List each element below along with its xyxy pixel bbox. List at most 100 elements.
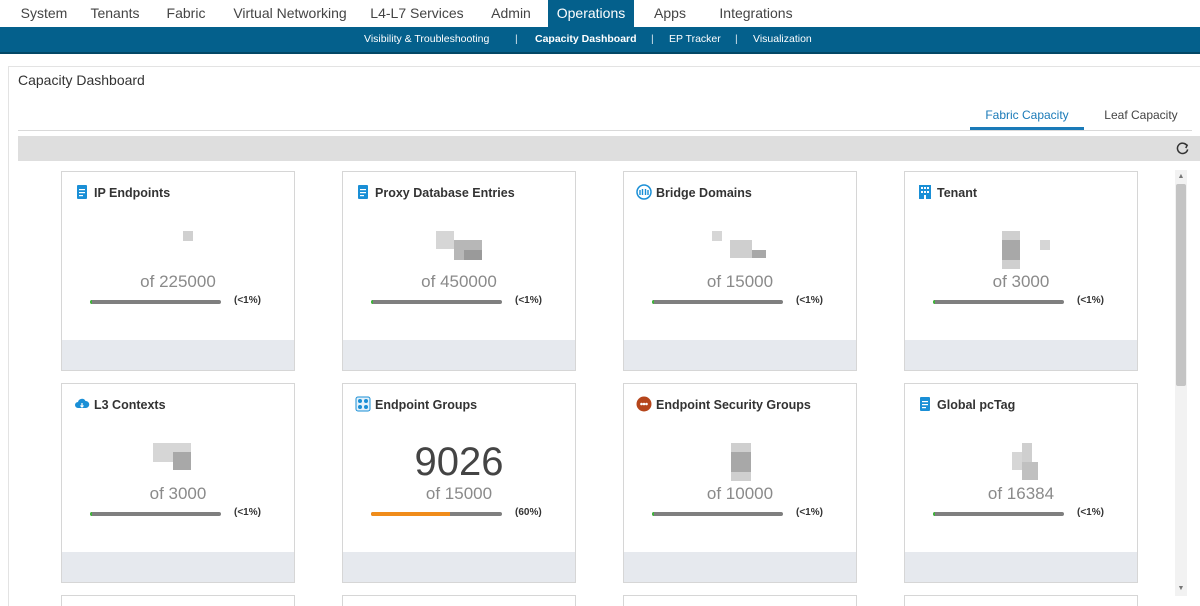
redacted-value bbox=[183, 231, 193, 241]
refresh-icon[interactable] bbox=[1175, 141, 1190, 156]
card-title: Endpoint Security Groups bbox=[656, 398, 811, 412]
card-capacity: of 15000 bbox=[425, 484, 493, 503]
security-group-icon bbox=[636, 396, 652, 412]
card-count: 9026 bbox=[414, 440, 504, 484]
card-title: Endpoint Groups bbox=[375, 398, 478, 412]
tab-fabric[interactable]: Fabric bbox=[166, 5, 206, 21]
card-capacity: of 15000 bbox=[706, 272, 774, 291]
card-capacity: of 225000 bbox=[140, 272, 216, 291]
usage-percent: (<1%) bbox=[1077, 295, 1104, 306]
card-title: Global pcTag bbox=[937, 398, 1016, 412]
usage-percent: (<1%) bbox=[796, 295, 823, 306]
tab-admin[interactable]: Admin bbox=[491, 5, 531, 21]
bridge-domain-icon bbox=[636, 184, 652, 200]
usage-bar bbox=[90, 512, 221, 516]
tab-tenants[interactable]: Tenants bbox=[90, 5, 140, 21]
usage-percent: (<1%) bbox=[1077, 507, 1104, 518]
usage-bar bbox=[933, 512, 1064, 516]
card-capacity: of 3000 bbox=[992, 272, 1050, 291]
redacted-value bbox=[712, 231, 722, 241]
card-proxy-database-entries[interactable]: Proxy Database Entries of 450000 (<1%) bbox=[342, 171, 576, 371]
tab-l4-l7-services[interactable]: L4-L7 Services bbox=[370, 5, 464, 21]
tab-divider bbox=[18, 130, 1192, 131]
card-footer bbox=[624, 552, 856, 582]
subnav-capacity-dashboard[interactable]: Capacity Dashboard bbox=[535, 33, 637, 45]
card-partial[interactable] bbox=[342, 595, 576, 606]
card-endpoint-security-groups[interactable]: Endpoint Security Groups of 10000 (<1%) bbox=[623, 383, 857, 583]
redacted-value bbox=[1002, 240, 1020, 260]
usage-percent: (<1%) bbox=[234, 295, 261, 306]
subnav-visualization[interactable]: Visualization bbox=[753, 33, 812, 45]
usage-bar-fill bbox=[371, 300, 373, 304]
redacted-value bbox=[1040, 240, 1050, 250]
scroll-up-arrow-icon[interactable]: ▲ bbox=[1177, 173, 1185, 180]
subnav-ep-tracker[interactable]: EP Tracker bbox=[669, 33, 721, 45]
toolbar bbox=[18, 136, 1200, 161]
subnav-separator: | bbox=[651, 33, 654, 45]
tab-virtual-networking[interactable]: Virtual Networking bbox=[233, 5, 347, 21]
redacted-value bbox=[436, 231, 454, 249]
subnav-separator: | bbox=[735, 33, 738, 45]
building-icon bbox=[919, 185, 931, 199]
usage-bar-fill bbox=[652, 512, 654, 516]
redacted-value bbox=[730, 240, 752, 258]
card-footer bbox=[343, 340, 575, 370]
usage-bar-fill bbox=[652, 300, 654, 304]
usage-bar-fill bbox=[90, 512, 92, 516]
card-bridge-domains[interactable]: Bridge Domains of 15000 (<1%) bbox=[623, 171, 857, 371]
card-tenant[interactable]: Tenant of 3000 (<1%) bbox=[904, 171, 1138, 371]
redacted-value bbox=[1022, 462, 1038, 480]
card-footer bbox=[62, 340, 294, 370]
top-navigation: System Tenants Fabric Virtual Networking… bbox=[0, 0, 1200, 27]
document-icon bbox=[920, 397, 930, 411]
usage-bar bbox=[933, 300, 1064, 304]
card-footer bbox=[343, 552, 575, 582]
card-partial[interactable] bbox=[623, 595, 857, 606]
card-title: L3 Contexts bbox=[94, 398, 166, 412]
card-title: Proxy Database Entries bbox=[375, 186, 515, 200]
card-global-pctag[interactable]: Global pcTag of 16384 (<1%) bbox=[904, 383, 1138, 583]
card-footer bbox=[624, 340, 856, 370]
sub-navigation: Visibility & Troubleshooting | Capacity … bbox=[0, 27, 1200, 54]
usage-percent: (<1%) bbox=[515, 295, 542, 306]
card-partial[interactable] bbox=[61, 595, 295, 606]
scroll-down-arrow-icon[interactable]: ▼ bbox=[1177, 585, 1185, 592]
redacted-value bbox=[731, 452, 751, 472]
usage-bar bbox=[652, 300, 783, 304]
card-l3-contexts[interactable]: L3 Contexts of 3000 (<1%) bbox=[61, 383, 295, 583]
subnav-visibility-troubleshooting[interactable]: Visibility & Troubleshooting bbox=[364, 33, 490, 45]
usage-bar-fill bbox=[933, 512, 935, 516]
card-ip-endpoints[interactable]: IP Endpoints of 225000 (<1%) bbox=[61, 171, 295, 371]
card-footer bbox=[905, 340, 1137, 370]
tab-fabric-capacity[interactable]: Fabric Capacity bbox=[970, 106, 1084, 130]
card-title: IP Endpoints bbox=[94, 186, 171, 200]
tab-system[interactable]: System bbox=[20, 5, 68, 21]
tab-apps[interactable]: Apps bbox=[654, 5, 686, 21]
subnav-separator: | bbox=[515, 33, 518, 45]
card-title: Tenant bbox=[937, 186, 978, 200]
redacted-value bbox=[1022, 443, 1032, 471]
usage-bar bbox=[90, 300, 221, 304]
card-endpoint-groups[interactable]: Endpoint Groups 9026 of 15000 (60%) bbox=[342, 383, 576, 583]
tab-operations[interactable]: Operations bbox=[548, 0, 634, 27]
card-capacity: of 3000 bbox=[149, 484, 207, 503]
usage-percent: (<1%) bbox=[796, 507, 823, 518]
tab-leaf-capacity[interactable]: Leaf Capacity bbox=[1104, 108, 1178, 122]
document-icon bbox=[358, 185, 368, 199]
card-footer bbox=[62, 552, 294, 582]
usage-bar-fill bbox=[90, 300, 92, 304]
card-title: Bridge Domains bbox=[656, 186, 752, 200]
card-footer bbox=[905, 552, 1137, 582]
card-capacity: of 10000 bbox=[706, 484, 774, 503]
endpoint-groups-icon bbox=[355, 396, 371, 412]
card-capacity: of 450000 bbox=[421, 272, 497, 291]
page-frame bbox=[8, 66, 1200, 606]
cloud-icon bbox=[75, 398, 90, 408]
usage-bar bbox=[371, 300, 502, 304]
card-partial[interactable] bbox=[904, 595, 1138, 606]
usage-bar bbox=[652, 512, 783, 516]
scrollbar-thumb[interactable] bbox=[1176, 184, 1186, 386]
usage-percent: (<1%) bbox=[234, 507, 261, 518]
tab-integrations[interactable]: Integrations bbox=[719, 5, 793, 21]
redacted-value bbox=[752, 250, 766, 258]
